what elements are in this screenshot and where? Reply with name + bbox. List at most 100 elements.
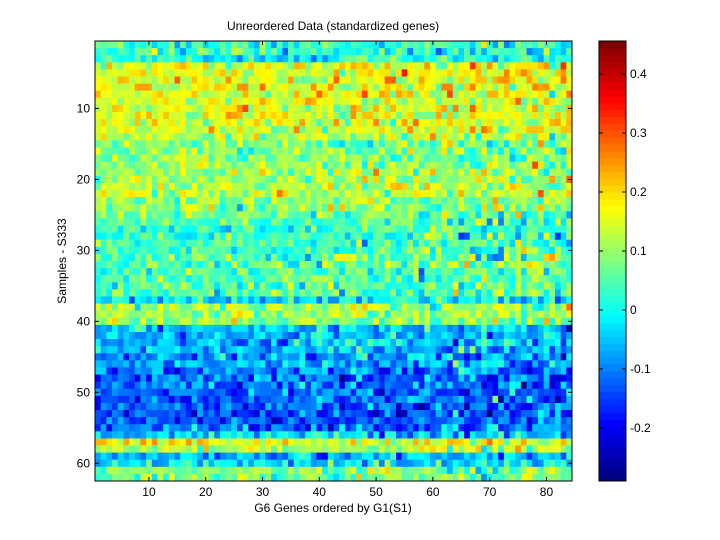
heatmap-cell [117, 90, 124, 99]
heatmap-cell [310, 346, 317, 354]
heatmap-cell [486, 104, 493, 113]
heatmap-cell [197, 374, 204, 383]
heatmap-cell [174, 381, 181, 390]
heatmap-cell [418, 339, 425, 347]
heatmap-cell [361, 310, 368, 319]
heatmap-cell [271, 268, 278, 276]
heatmap-cell [424, 204, 431, 212]
heatmap-cell [219, 360, 227, 368]
heatmap-cell [509, 97, 516, 106]
heatmap-cell [327, 246, 334, 255]
heatmap-cell [163, 197, 170, 205]
heatmap-cell [560, 303, 567, 312]
heatmap-cell [310, 353, 317, 361]
heatmap-cell [242, 69, 249, 77]
heatmap-cell [316, 76, 323, 84]
heatmap-cell [219, 225, 227, 234]
heatmap-cell [271, 55, 278, 63]
heatmap-cell [424, 275, 431, 283]
heatmap-cell [299, 261, 306, 269]
heatmap-cell [520, 402, 527, 411]
heatmap-cell [197, 126, 204, 134]
heatmap-cell [520, 154, 527, 163]
heatmap-cell [384, 111, 391, 120]
heatmap-cell [202, 76, 209, 84]
heatmap-cell [339, 62, 346, 70]
heatmap-cell [305, 395, 312, 404]
heatmap-cell [123, 317, 130, 326]
heatmap-cell [322, 374, 329, 383]
heatmap-cell [299, 317, 306, 326]
heatmap-cell [407, 417, 414, 425]
heatmap-cell [344, 310, 351, 319]
heatmap-cell [418, 424, 425, 432]
heatmap-cell [157, 381, 164, 390]
heatmap-cell [373, 261, 380, 269]
heatmap-cell [185, 367, 192, 375]
heatmap-cell [333, 339, 340, 347]
heatmap-cell [543, 417, 550, 425]
heatmap-cell [123, 275, 130, 283]
heatmap-cell [288, 126, 295, 134]
heatmap-cell [214, 111, 221, 120]
heatmap-cell [95, 225, 102, 234]
heatmap-cell [254, 239, 261, 248]
heatmap-cell [208, 211, 215, 219]
heatmap-cell [236, 197, 244, 205]
chart-title: Unreordered Data (standardized genes) [227, 19, 439, 33]
heatmap-cell [498, 417, 505, 425]
heatmap-cell [140, 388, 147, 397]
heatmap-cell [117, 417, 124, 425]
heatmap-cell [458, 374, 465, 383]
heatmap-cell [390, 133, 397, 141]
heatmap-cell [526, 161, 533, 170]
heatmap-cell [356, 55, 363, 63]
heatmap-cell [225, 402, 232, 411]
heatmap-cell [202, 402, 209, 411]
heatmap-cell [202, 182, 209, 191]
heatmap-cell [458, 331, 465, 340]
heatmap-cell [486, 346, 493, 354]
heatmap-cell [225, 303, 232, 312]
heatmap-cell [486, 374, 493, 383]
heatmap-cell [259, 48, 266, 56]
heatmap-cell [509, 374, 516, 383]
heatmap-cell [185, 360, 192, 368]
heatmap-cell [134, 275, 141, 283]
heatmap-cell [163, 317, 170, 326]
heatmap-cell [123, 104, 130, 113]
heatmap-cell [384, 197, 391, 205]
heatmap-cell [123, 90, 130, 99]
heatmap-cell [526, 41, 533, 49]
heatmap-cell [475, 218, 482, 226]
heatmap-cell [475, 317, 482, 326]
heatmap-cell [146, 133, 153, 141]
heatmap-cell [322, 83, 329, 92]
heatmap-cell [208, 62, 215, 70]
heatmap-cell [225, 154, 232, 163]
heatmap-cell [566, 353, 573, 361]
heatmap-cell [350, 388, 357, 397]
heatmap-cell [225, 168, 232, 177]
heatmap-cell [293, 133, 300, 141]
heatmap-cell [361, 69, 368, 77]
heatmap-cell [106, 410, 113, 418]
heatmap-cell [288, 41, 295, 49]
heatmap-cell [259, 168, 266, 177]
heatmap-cell [106, 232, 113, 241]
heatmap-cell [435, 317, 442, 326]
heatmap-cell [566, 424, 573, 432]
heatmap-cell [361, 246, 368, 255]
heatmap-cell [254, 90, 261, 99]
heatmap-cell [259, 197, 266, 205]
heatmap-cell [481, 303, 488, 312]
heatmap-cell [95, 367, 102, 375]
heatmap-cell [271, 182, 278, 191]
heatmap-cell [566, 346, 573, 354]
heatmap-cell [202, 211, 209, 219]
heatmap-cell [219, 154, 227, 163]
heatmap-cell [174, 431, 181, 439]
heatmap-cell [543, 168, 550, 177]
heatmap-cell [566, 239, 573, 248]
heatmap-cell [310, 90, 317, 99]
